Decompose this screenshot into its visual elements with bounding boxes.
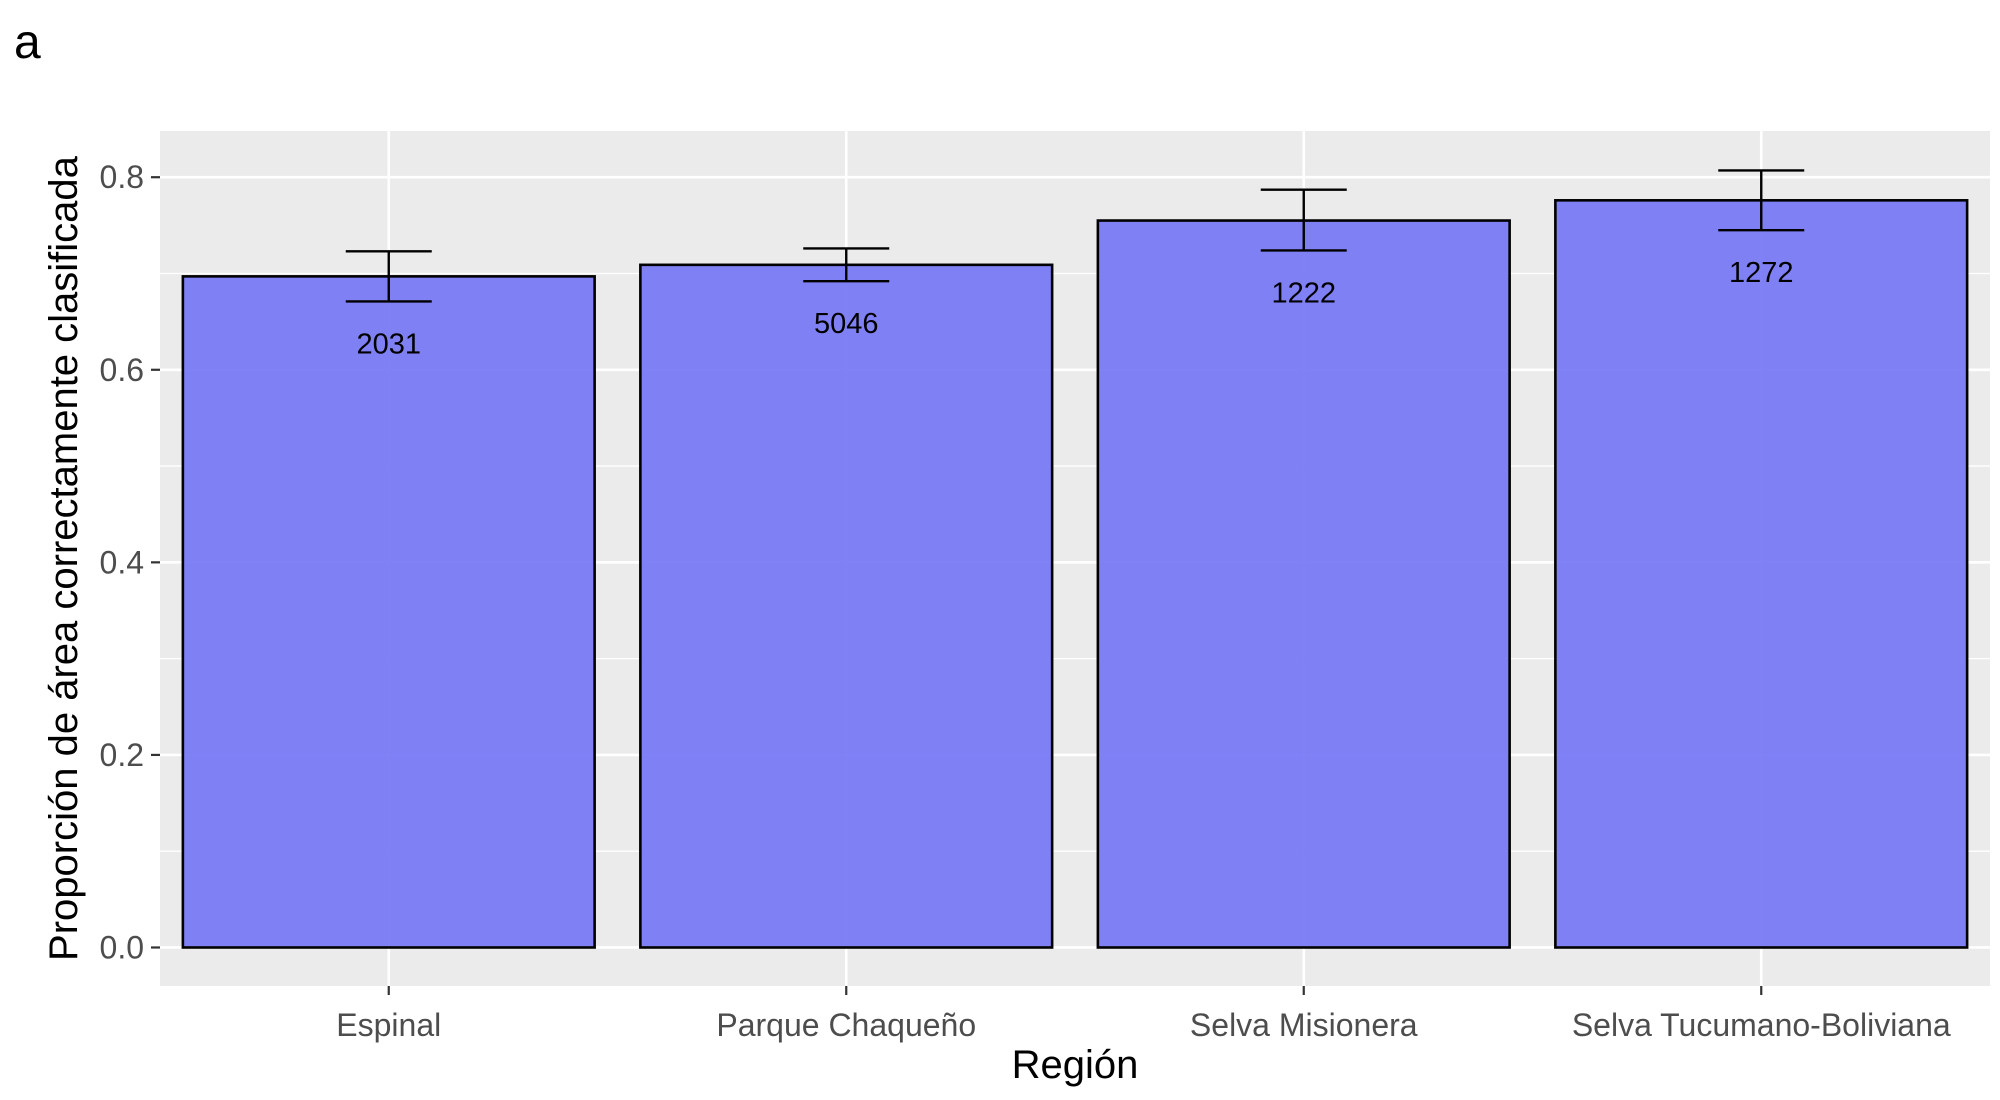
y-axis-title: Proporción de área correctamente clasifi…	[42, 155, 86, 961]
x-axis-title: Región	[1012, 1043, 1139, 1087]
x-tick-label: Selva Tucumano-Boliviana	[1572, 1007, 1951, 1043]
x-tick-label: Espinal	[336, 1007, 441, 1043]
axes: 0.0 0.2 0.4 0.6 0.8 Espinal Parque Chaqueño Sel…	[100, 159, 1951, 1043]
panel-label: a	[14, 16, 41, 69]
bars	[181, 199, 1969, 949]
bar-espinal	[181, 275, 596, 949]
bar-parque-chaque-o	[639, 263, 1054, 949]
y-tick-label: 0.2	[100, 737, 144, 773]
x-tick-label: Parque Chaqueño	[716, 1007, 976, 1043]
data-label: 1272	[1729, 257, 1794, 289]
data-labels: 2031 5046 1222 1272	[356, 257, 1793, 360]
y-tick-label: 0.8	[100, 159, 144, 195]
data-label: 1222	[1271, 277, 1336, 309]
y-tick-label: 0.6	[100, 352, 144, 388]
bar-selva-tucumano-boliviana	[1554, 199, 1969, 949]
y-tick-label: 0.0	[100, 929, 144, 965]
error-bars	[345, 169, 1805, 303]
y-tick-label: 0.4	[100, 544, 144, 580]
bar-selva-misionera	[1096, 219, 1511, 949]
data-label: 2031	[356, 328, 421, 360]
data-label: 5046	[814, 308, 879, 340]
x-tick-label: Selva Misionera	[1190, 1007, 1418, 1043]
